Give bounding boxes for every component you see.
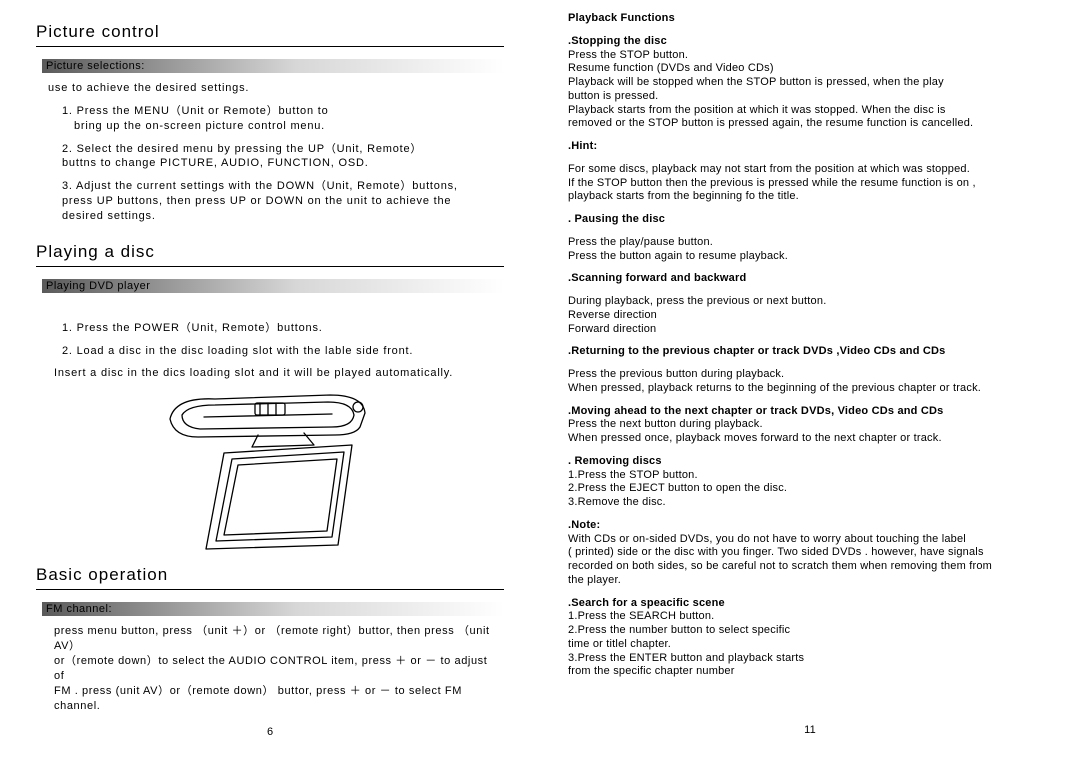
label-fm-channel: FM channel: (42, 602, 504, 616)
scan-section: .Scanning forward and backward During pl… (568, 272, 1036, 336)
section-picture-control: Picture control (36, 22, 504, 47)
dvd-monitor-illustration (160, 387, 380, 557)
pause-section: . Pausing the disc Press the play/pause … (568, 213, 1036, 263)
pd-note: Insert a disc in the dics loading slot a… (48, 366, 496, 381)
search-section: .Search for a speacific scene 1.Press th… (568, 597, 1036, 680)
manual-left-page: Picture control Picture selections: use … (0, 0, 540, 763)
move-section: .Moving ahead to the next chapter or tra… (568, 405, 1036, 446)
page-number-right: 11 (804, 724, 816, 738)
label-picture-selections: Picture selections: (42, 59, 504, 73)
pd-step-1: 1. Press the POWER（Unit, Remote）buttons. (48, 321, 496, 336)
label-playing-dvd: Playing DVD player (42, 279, 504, 293)
picture-control-body: use to achieve the desired settings. 1. … (36, 81, 504, 224)
playing-disc-body: 1. Press the POWER（Unit, Remote）buttons.… (36, 321, 504, 382)
pd-step-2: 2. Load a disc in the disc loading slot … (48, 344, 496, 359)
section-playback-functions: Playback Functions (568, 12, 1036, 26)
basic-operation-body: press menu button, press （unit ＋）or （rem… (36, 624, 504, 713)
section-basic-operation: Basic operation (36, 565, 504, 590)
section-playing-disc: Playing a disc (36, 242, 504, 267)
return-section: .Returning to the previous chapter or tr… (568, 345, 1036, 395)
manual-right-page: Playback Functions .Stopping the disc Pr… (540, 0, 1080, 763)
hint-section: .Hint: For some discs, playback may not … (568, 140, 1036, 204)
lead-text: use to achieve the desired settings. (48, 81, 496, 96)
step-2: 2. Select the desired menu by pressing t… (48, 142, 496, 172)
stop-section: .Stopping the disc Press the STOP button… (568, 35, 1036, 131)
note-section: .Note: With CDs or on-sided DVDs, you do… (568, 519, 1036, 588)
step-3: 3. Adjust the current settings with the … (48, 179, 496, 224)
step-1: 1. Press the MENU（Unit or Remote）button … (48, 104, 496, 134)
remove-section: . Removing discs 1.Press the STOP button… (568, 455, 1036, 510)
page-number-left: 6 (267, 726, 273, 738)
